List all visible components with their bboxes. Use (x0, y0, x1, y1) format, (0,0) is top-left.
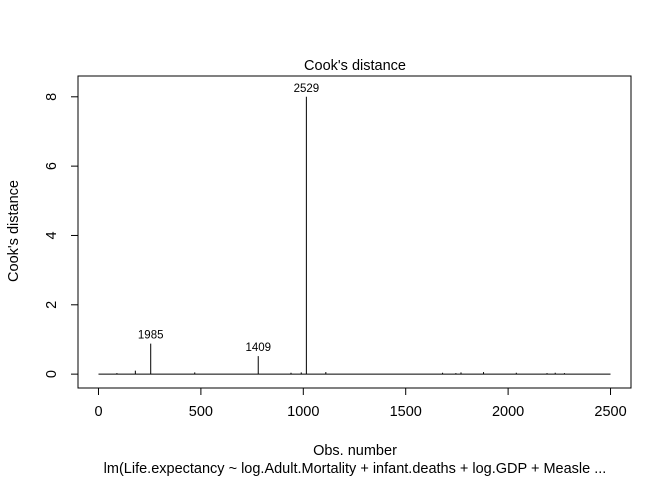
point-label: 1985 (138, 330, 164, 342)
y-axis-label: Cook's distance (6, 180, 22, 282)
y-tick-label: 6 (44, 162, 60, 170)
y-axis: 0 2 4 6 8 (44, 93, 79, 378)
y-tick-label: 0 (44, 370, 60, 378)
point-label: 1409 (245, 342, 271, 354)
chart-title: Cook's distance (304, 58, 406, 74)
y-tick-label: 2 (44, 301, 60, 309)
y-tick-label: 4 (44, 231, 60, 239)
x-tick-label: 500 (189, 404, 213, 420)
x-tick-label: 1500 (390, 404, 422, 420)
bar-group: 1985 1409 2529 (98, 83, 611, 375)
model-formula-caption: lm(Life.expectancy ~ log.Adult.Mortality… (104, 461, 607, 477)
x-axis-label: Obs. number (313, 443, 397, 459)
x-tick-label: 2500 (594, 404, 626, 420)
x-tick-label: 0 (94, 404, 102, 420)
y-tick-label: 8 (44, 93, 60, 101)
x-axis: 0 500 1000 1500 2000 2500 (94, 387, 627, 420)
point-label: 2529 (294, 83, 320, 95)
x-tick-label: 1000 (287, 404, 319, 420)
x-tick-label: 2000 (492, 404, 524, 420)
